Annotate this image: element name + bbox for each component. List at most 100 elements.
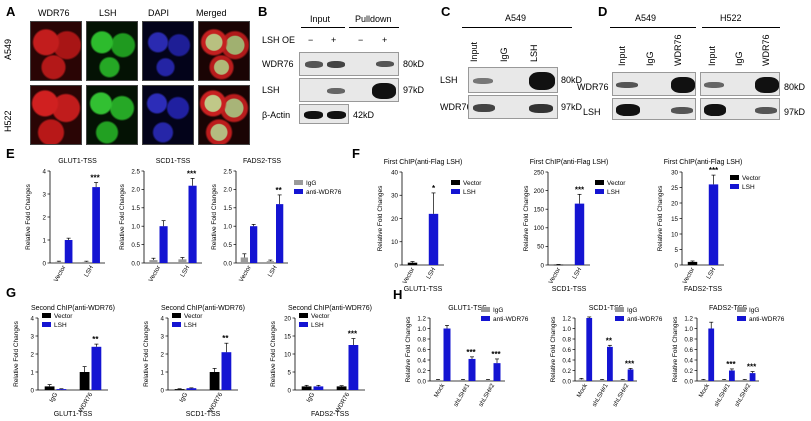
chart-title: GLUT1-TSS — [58, 158, 97, 165]
significance-stars: *** — [466, 348, 476, 357]
legend-swatch — [737, 316, 746, 321]
y-tick-label: 10 — [391, 239, 398, 246]
western-blot — [612, 72, 696, 96]
x-axis-label: GLUT1-TSS — [54, 411, 93, 418]
legend-label: Vector — [463, 180, 482, 187]
chart-title: First ChIP(anti-Flag LSH) — [664, 159, 743, 166]
legend-swatch — [294, 189, 303, 194]
legend-label: IgG — [306, 180, 316, 187]
bar — [493, 363, 501, 381]
y-tick-label: 0.8 — [562, 336, 571, 343]
x-tick-label: LSH — [179, 265, 191, 279]
bar — [149, 260, 158, 263]
col-header-dapi: DAPI — [148, 8, 170, 18]
legend-swatch — [595, 180, 604, 185]
bar — [468, 358, 476, 381]
x-tick-label: Mock — [433, 382, 447, 399]
y-tick-label: 4 — [31, 315, 35, 322]
y-tick-label: 0.0 — [562, 378, 571, 385]
y-tick-label: 1.0 — [223, 224, 232, 231]
y-tick-label: 0.0 — [684, 378, 693, 385]
col-header-merged: Merged — [196, 8, 227, 18]
bar — [729, 370, 735, 381]
legend-label: LSH — [463, 189, 476, 196]
legend-label: anti-WDR76 — [749, 316, 785, 323]
y-axis-label: Relative Fold Changes — [211, 183, 218, 250]
x-tick-label: shLSH#1 — [452, 382, 471, 408]
blot-row-label: LSH — [262, 85, 280, 95]
divider — [349, 27, 399, 28]
y-axis-label: Relative Fold Changes — [523, 185, 530, 252]
y-tick-label: 1.5 — [131, 205, 140, 212]
legend-swatch — [730, 184, 739, 189]
chart-title: Second ChIP(anti-WDR76) — [288, 305, 372, 312]
bar — [553, 264, 564, 266]
legend-swatch — [615, 307, 624, 312]
y-tick-label: 30 — [671, 169, 678, 176]
y-tick-label: 0 — [395, 262, 399, 269]
western-blot — [612, 98, 696, 120]
mw-label: 42kD — [353, 110, 375, 120]
col-header-lsh: LSH — [99, 8, 117, 18]
western-blot — [468, 95, 558, 119]
bar — [599, 379, 605, 381]
x-tick-label: Vector — [547, 267, 562, 286]
x-tick-label: LSH — [83, 265, 95, 279]
y-tick-label: 3 — [31, 333, 35, 340]
y-tick-label: 2.0 — [223, 187, 232, 194]
legend-swatch — [299, 322, 308, 327]
mw-label: 97kD — [784, 107, 806, 117]
y-tick-label: 0.4 — [684, 357, 693, 364]
bar — [607, 346, 613, 381]
panel-label-c: C — [441, 4, 451, 19]
bar — [44, 386, 55, 390]
significance-stars: *** — [491, 350, 501, 359]
y-tick-label: 20 — [671, 200, 678, 207]
y-tick-label: 4 — [161, 315, 165, 322]
bar — [627, 369, 634, 381]
chart-title: First ChIP(anti-Flag LSH) — [384, 159, 463, 166]
y-tick-label: 40 — [391, 169, 398, 176]
y-tick-label: 0.8 — [684, 336, 693, 343]
header-pulldown: Pulldown — [355, 14, 392, 24]
y-tick-label: 0.2 — [562, 368, 571, 375]
bar — [708, 328, 715, 381]
bar — [428, 213, 439, 265]
bar — [574, 203, 585, 265]
legend-label: LSH — [311, 322, 324, 329]
cell-line-label: A549 — [635, 13, 657, 23]
bar — [266, 261, 274, 263]
bar — [459, 379, 467, 381]
bar — [174, 389, 185, 390]
y-tick-label: 0 — [31, 387, 35, 394]
y-tick-label: 0 — [161, 387, 165, 394]
y-tick-label: 10 — [284, 351, 291, 358]
chart-title: Second ChIP(anti-WDR76) — [161, 305, 245, 312]
y-tick-label: 0.6 — [417, 347, 426, 354]
y-tick-label: 250 — [534, 169, 545, 176]
chart-title: FADS2-TSS — [709, 305, 747, 312]
y-tick-label: 3 — [43, 191, 47, 198]
panel-label-a: A — [6, 4, 16, 19]
sign: + — [331, 35, 337, 45]
legend-label: anti-WDR76 — [493, 316, 529, 323]
western-blot — [700, 98, 780, 120]
bar — [721, 379, 727, 381]
micrograph-h522-dapi — [142, 85, 194, 145]
y-tick-label: 1.5 — [223, 205, 232, 212]
panel-label-f: F — [352, 146, 360, 161]
blot-row-label: β-Actin — [262, 110, 291, 120]
sign: + — [382, 35, 388, 45]
chart-title: SCD1-TSS — [589, 305, 624, 312]
x-tick-label: Vector — [238, 265, 253, 284]
bar — [741, 379, 748, 381]
legend-swatch — [294, 180, 303, 185]
western-blot — [299, 52, 399, 76]
chart-title: GLUT1-TSS — [448, 305, 487, 312]
legend-label: IgG — [627, 307, 637, 314]
x-tick-label: LSH — [571, 267, 583, 281]
y-tick-label: 20 — [284, 315, 291, 322]
x-tick-label: LSH — [425, 267, 437, 281]
legend-swatch — [42, 322, 51, 327]
y-axis-label: Relative Fold Changes — [143, 320, 150, 387]
